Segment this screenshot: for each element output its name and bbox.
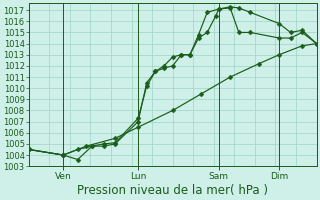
X-axis label: Pression niveau de la mer( hPa ): Pression niveau de la mer( hPa ) — [77, 184, 268, 197]
